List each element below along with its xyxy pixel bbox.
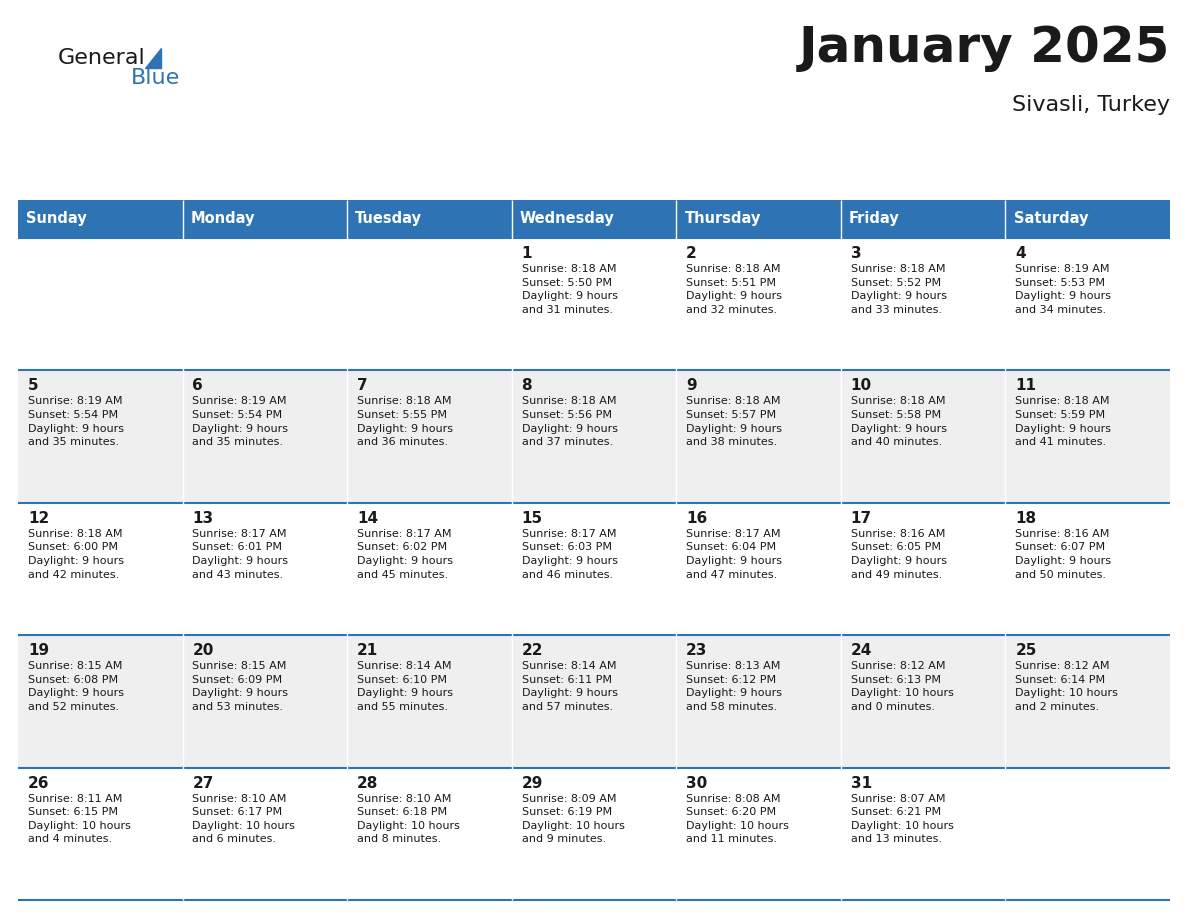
Text: Sunrise: 8:12 AM
Sunset: 6:14 PM
Daylight: 10 hours
and 2 minutes.: Sunrise: 8:12 AM Sunset: 6:14 PM Dayligh… [1016, 661, 1118, 712]
Text: 18: 18 [1016, 510, 1036, 526]
FancyBboxPatch shape [183, 200, 347, 238]
Text: Sunrise: 8:18 AM
Sunset: 5:58 PM
Daylight: 9 hours
and 40 minutes.: Sunrise: 8:18 AM Sunset: 5:58 PM Dayligh… [851, 397, 947, 447]
Text: 22: 22 [522, 644, 543, 658]
Text: 8: 8 [522, 378, 532, 394]
Text: 28: 28 [358, 776, 379, 790]
FancyBboxPatch shape [18, 767, 1170, 900]
Text: 15: 15 [522, 510, 543, 526]
Text: 24: 24 [851, 644, 872, 658]
Text: 14: 14 [358, 510, 378, 526]
Text: Monday: Monday [191, 211, 255, 227]
Text: Thursday: Thursday [684, 211, 760, 227]
Text: Sunrise: 8:10 AM
Sunset: 6:18 PM
Daylight: 10 hours
and 8 minutes.: Sunrise: 8:10 AM Sunset: 6:18 PM Dayligh… [358, 793, 460, 845]
Text: Sunrise: 8:15 AM
Sunset: 6:09 PM
Daylight: 9 hours
and 53 minutes.: Sunrise: 8:15 AM Sunset: 6:09 PM Dayligh… [192, 661, 289, 712]
Text: Saturday: Saturday [1013, 211, 1088, 227]
Text: 16: 16 [687, 510, 707, 526]
Text: 7: 7 [358, 378, 367, 394]
Text: 26: 26 [27, 776, 50, 790]
Text: Sunrise: 8:17 AM
Sunset: 6:04 PM
Daylight: 9 hours
and 47 minutes.: Sunrise: 8:17 AM Sunset: 6:04 PM Dayligh… [687, 529, 782, 579]
Text: 17: 17 [851, 510, 872, 526]
Text: January 2025: January 2025 [798, 24, 1170, 72]
Text: Sunrise: 8:16 AM
Sunset: 6:05 PM
Daylight: 9 hours
and 49 minutes.: Sunrise: 8:16 AM Sunset: 6:05 PM Dayligh… [851, 529, 947, 579]
Text: Sunrise: 8:18 AM
Sunset: 5:50 PM
Daylight: 9 hours
and 31 minutes.: Sunrise: 8:18 AM Sunset: 5:50 PM Dayligh… [522, 264, 618, 315]
Text: Sunrise: 8:18 AM
Sunset: 5:51 PM
Daylight: 9 hours
and 32 minutes.: Sunrise: 8:18 AM Sunset: 5:51 PM Dayligh… [687, 264, 782, 315]
Text: 2: 2 [687, 246, 697, 261]
Text: Sunday: Sunday [26, 211, 87, 227]
Text: 1: 1 [522, 246, 532, 261]
Text: Sunrise: 8:14 AM
Sunset: 6:11 PM
Daylight: 9 hours
and 57 minutes.: Sunrise: 8:14 AM Sunset: 6:11 PM Dayligh… [522, 661, 618, 712]
Text: 11: 11 [1016, 378, 1036, 394]
Text: 12: 12 [27, 510, 49, 526]
Text: 23: 23 [687, 644, 708, 658]
Text: Tuesday: Tuesday [355, 211, 423, 227]
FancyBboxPatch shape [18, 503, 1170, 635]
Text: 25: 25 [1016, 644, 1037, 658]
Text: 9: 9 [687, 378, 697, 394]
Text: Sunrise: 8:14 AM
Sunset: 6:10 PM
Daylight: 9 hours
and 55 minutes.: Sunrise: 8:14 AM Sunset: 6:10 PM Dayligh… [358, 661, 453, 712]
Text: 10: 10 [851, 378, 872, 394]
Text: 6: 6 [192, 378, 203, 394]
Text: Sunrise: 8:18 AM
Sunset: 5:55 PM
Daylight: 9 hours
and 36 minutes.: Sunrise: 8:18 AM Sunset: 5:55 PM Dayligh… [358, 397, 453, 447]
Text: 20: 20 [192, 644, 214, 658]
FancyBboxPatch shape [1005, 200, 1170, 238]
FancyBboxPatch shape [347, 200, 512, 238]
Text: 19: 19 [27, 644, 49, 658]
Text: 13: 13 [192, 510, 214, 526]
FancyBboxPatch shape [841, 200, 1005, 238]
Text: Sunrise: 8:18 AM
Sunset: 6:00 PM
Daylight: 9 hours
and 42 minutes.: Sunrise: 8:18 AM Sunset: 6:00 PM Dayligh… [27, 529, 124, 579]
Text: 21: 21 [358, 644, 378, 658]
Text: Sunrise: 8:15 AM
Sunset: 6:08 PM
Daylight: 9 hours
and 52 minutes.: Sunrise: 8:15 AM Sunset: 6:08 PM Dayligh… [27, 661, 124, 712]
Text: Sunrise: 8:13 AM
Sunset: 6:12 PM
Daylight: 9 hours
and 58 minutes.: Sunrise: 8:13 AM Sunset: 6:12 PM Dayligh… [687, 661, 782, 712]
FancyBboxPatch shape [18, 635, 1170, 767]
FancyBboxPatch shape [18, 200, 183, 238]
Text: Sivasli, Turkey: Sivasli, Turkey [1012, 95, 1170, 115]
Text: Sunrise: 8:19 AM
Sunset: 5:54 PM
Daylight: 9 hours
and 35 minutes.: Sunrise: 8:19 AM Sunset: 5:54 PM Dayligh… [192, 397, 289, 447]
Text: Friday: Friday [849, 211, 899, 227]
Text: 3: 3 [851, 246, 861, 261]
FancyBboxPatch shape [512, 200, 676, 238]
Text: Sunrise: 8:19 AM
Sunset: 5:53 PM
Daylight: 9 hours
and 34 minutes.: Sunrise: 8:19 AM Sunset: 5:53 PM Dayligh… [1016, 264, 1111, 315]
FancyBboxPatch shape [676, 200, 841, 238]
FancyBboxPatch shape [18, 238, 1170, 370]
Text: 29: 29 [522, 776, 543, 790]
FancyBboxPatch shape [18, 370, 1170, 503]
Text: Sunrise: 8:17 AM
Sunset: 6:03 PM
Daylight: 9 hours
and 46 minutes.: Sunrise: 8:17 AM Sunset: 6:03 PM Dayligh… [522, 529, 618, 579]
Text: Sunrise: 8:18 AM
Sunset: 5:52 PM
Daylight: 9 hours
and 33 minutes.: Sunrise: 8:18 AM Sunset: 5:52 PM Dayligh… [851, 264, 947, 315]
Text: Sunrise: 8:19 AM
Sunset: 5:54 PM
Daylight: 9 hours
and 35 minutes.: Sunrise: 8:19 AM Sunset: 5:54 PM Dayligh… [27, 397, 124, 447]
Text: 27: 27 [192, 776, 214, 790]
Text: Wednesday: Wednesday [520, 211, 614, 227]
Text: Sunrise: 8:17 AM
Sunset: 6:01 PM
Daylight: 9 hours
and 43 minutes.: Sunrise: 8:17 AM Sunset: 6:01 PM Dayligh… [192, 529, 289, 579]
Text: Sunrise: 8:08 AM
Sunset: 6:20 PM
Daylight: 10 hours
and 11 minutes.: Sunrise: 8:08 AM Sunset: 6:20 PM Dayligh… [687, 793, 789, 845]
Text: 5: 5 [27, 378, 38, 394]
Text: Sunrise: 8:11 AM
Sunset: 6:15 PM
Daylight: 10 hours
and 4 minutes.: Sunrise: 8:11 AM Sunset: 6:15 PM Dayligh… [27, 793, 131, 845]
Text: Sunrise: 8:17 AM
Sunset: 6:02 PM
Daylight: 9 hours
and 45 minutes.: Sunrise: 8:17 AM Sunset: 6:02 PM Dayligh… [358, 529, 453, 579]
Text: Sunrise: 8:12 AM
Sunset: 6:13 PM
Daylight: 10 hours
and 0 minutes.: Sunrise: 8:12 AM Sunset: 6:13 PM Dayligh… [851, 661, 954, 712]
Text: 4: 4 [1016, 246, 1026, 261]
Text: Sunrise: 8:09 AM
Sunset: 6:19 PM
Daylight: 10 hours
and 9 minutes.: Sunrise: 8:09 AM Sunset: 6:19 PM Dayligh… [522, 793, 625, 845]
Text: 31: 31 [851, 776, 872, 790]
Text: Sunrise: 8:10 AM
Sunset: 6:17 PM
Daylight: 10 hours
and 6 minutes.: Sunrise: 8:10 AM Sunset: 6:17 PM Dayligh… [192, 793, 296, 845]
Text: Sunrise: 8:18 AM
Sunset: 5:57 PM
Daylight: 9 hours
and 38 minutes.: Sunrise: 8:18 AM Sunset: 5:57 PM Dayligh… [687, 397, 782, 447]
Text: Sunrise: 8:18 AM
Sunset: 5:56 PM
Daylight: 9 hours
and 37 minutes.: Sunrise: 8:18 AM Sunset: 5:56 PM Dayligh… [522, 397, 618, 447]
Text: 30: 30 [687, 776, 707, 790]
Polygon shape [145, 48, 162, 68]
Text: Sunrise: 8:18 AM
Sunset: 5:59 PM
Daylight: 9 hours
and 41 minutes.: Sunrise: 8:18 AM Sunset: 5:59 PM Dayligh… [1016, 397, 1111, 447]
Text: Sunrise: 8:16 AM
Sunset: 6:07 PM
Daylight: 9 hours
and 50 minutes.: Sunrise: 8:16 AM Sunset: 6:07 PM Dayligh… [1016, 529, 1111, 579]
Text: General: General [58, 48, 146, 68]
Text: Blue: Blue [131, 68, 181, 88]
Text: Sunrise: 8:07 AM
Sunset: 6:21 PM
Daylight: 10 hours
and 13 minutes.: Sunrise: 8:07 AM Sunset: 6:21 PM Dayligh… [851, 793, 954, 845]
